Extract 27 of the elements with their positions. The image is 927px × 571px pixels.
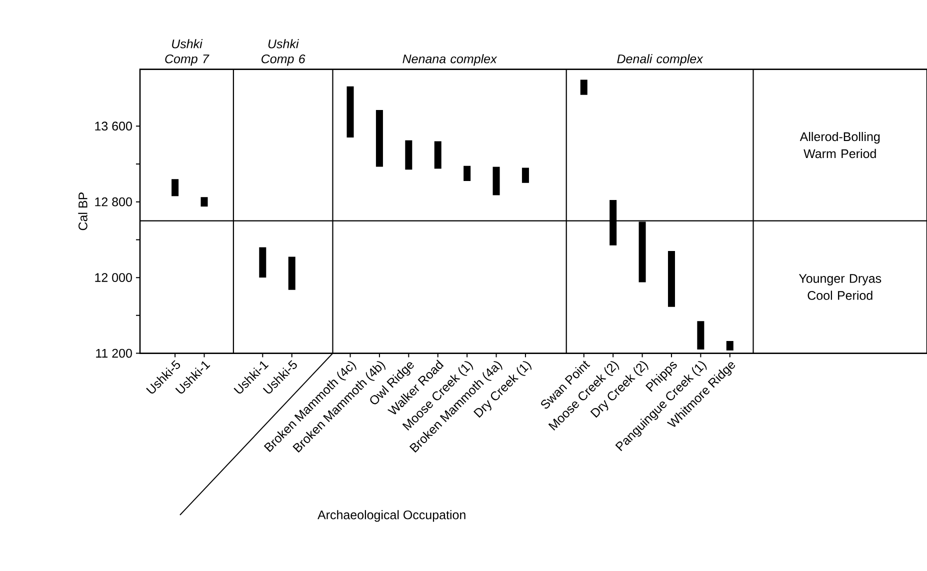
bar [522, 168, 529, 183]
y-tick-label: 11 200 [96, 348, 132, 358]
bar [405, 140, 412, 170]
text: Younger Dryas Cool Period [798, 274, 882, 300]
bar [200, 197, 208, 207]
bar [492, 166, 500, 196]
bar [668, 251, 675, 307]
y-tick-label: 12 800 [95, 197, 132, 206]
text: Allerod-Bolling Warm Period [800, 132, 880, 158]
bar [259, 247, 266, 278]
x-axis-title: Archaeological Occupation [318, 510, 466, 522]
bar [434, 141, 442, 169]
bar [697, 321, 704, 350]
y-tick-label: 12 000 [95, 273, 132, 282]
y-axis-title: Cal BP [78, 192, 88, 230]
bar [288, 256, 296, 290]
text: Ushki Comp 6 [262, 39, 306, 66]
text: Denali complex [617, 54, 704, 66]
bar [346, 86, 354, 138]
bar [376, 110, 383, 167]
y-tick-label: 13 600 [95, 122, 132, 131]
bar [726, 340, 734, 350]
text: Ushki Comp 7 [165, 39, 210, 66]
bar [172, 179, 179, 196]
bar [580, 80, 588, 95]
text: Nenana complex [402, 54, 498, 66]
bar [464, 166, 471, 182]
